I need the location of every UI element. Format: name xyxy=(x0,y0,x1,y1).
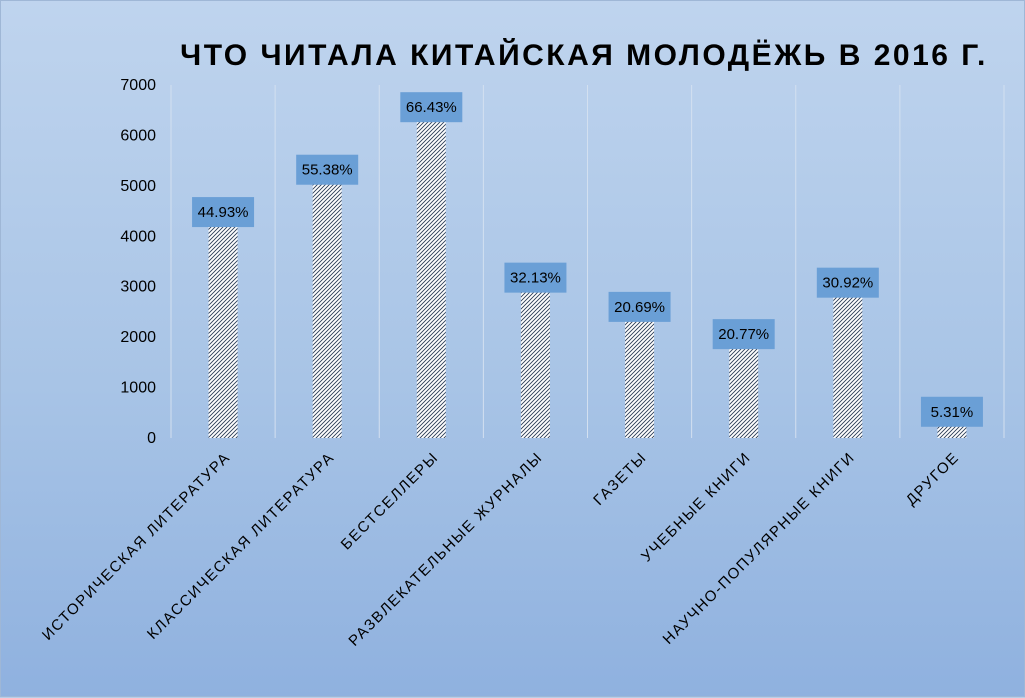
data-label: 44.93% xyxy=(192,197,255,228)
bar xyxy=(416,107,446,438)
data-label-box xyxy=(400,92,463,123)
data-label-text: 30.92% xyxy=(822,275,873,292)
bars xyxy=(208,107,967,438)
bar xyxy=(729,334,759,438)
chart-title: ЧТО ЧИТАЛА КИТАЙСКАЯ МОЛОДЁЖЬ В 2016 Г. xyxy=(180,38,988,72)
category-label: НАУЧНО-ПОПУЛЯРНЫЕ КНИГИ xyxy=(660,449,859,648)
data-label-box xyxy=(920,396,983,427)
data-label: 30.92% xyxy=(816,267,879,298)
data-label: 32.13% xyxy=(504,262,567,293)
bar xyxy=(312,169,342,438)
data-label-text: 20.69% xyxy=(614,299,665,316)
data-label: 66.43% xyxy=(400,92,463,123)
data-label-text: 32.13% xyxy=(510,270,561,287)
y-tick-label: 1000 xyxy=(120,380,156,397)
data-label: 55.38% xyxy=(296,154,359,185)
category-label: ДРУГОЕ xyxy=(903,449,963,509)
y-tick-label: 7000 xyxy=(120,77,156,94)
gridlines xyxy=(170,85,1005,438)
y-axis: 0 1000 2000 3000 4000 5000 6000 7000 xyxy=(120,77,156,447)
data-label-text: 5.31% xyxy=(931,404,974,421)
bar xyxy=(833,282,863,438)
data-label-box xyxy=(608,291,671,322)
category-label: ГАЗЕТЫ xyxy=(590,449,650,509)
data-label-box xyxy=(816,267,879,298)
bar xyxy=(208,212,238,438)
data-label-text: 66.43% xyxy=(406,99,457,116)
data-label-text: 55.38% xyxy=(302,162,353,179)
category-label: РАЗВЛЕКАТЕЛЬНЫЕ ЖУРНАЛЫ xyxy=(345,449,546,650)
data-labels: 44.93% 55.38% 66.43% 32.13% 20.69% 20.77% 30.9… xyxy=(192,92,983,427)
category-label: БЕСТСЕЛЛЕРЫ xyxy=(338,449,442,553)
y-tick-label: 4000 xyxy=(120,228,156,245)
data-label: 20.77% xyxy=(712,319,775,350)
category-label: УЧЕБНЫЕ КНИГИ xyxy=(638,449,754,565)
data-label-box xyxy=(296,154,359,185)
data-label: 5.31% xyxy=(920,396,983,427)
y-tick-label: 0 xyxy=(147,430,156,447)
bar xyxy=(625,306,655,438)
y-tick-label: 2000 xyxy=(120,329,156,346)
data-label-text: 20.77% xyxy=(718,326,769,343)
data-label-box xyxy=(192,197,255,228)
y-tick-label: 3000 xyxy=(120,279,156,296)
data-label-text: 44.93% xyxy=(198,204,249,221)
data-label-box xyxy=(712,319,775,350)
y-tick-label: 6000 xyxy=(120,127,156,144)
data-label: 20.69% xyxy=(608,291,671,322)
category-label: КЛАССИЧЕСКАЯ ЛИТЕРАТУРА xyxy=(144,449,338,643)
category-label: ИСТОРИЧЕСКАЯ ЛИТЕРАТУРА xyxy=(39,449,234,644)
data-label-box xyxy=(504,262,567,293)
y-tick-label: 5000 xyxy=(120,178,156,195)
bar xyxy=(520,277,550,438)
